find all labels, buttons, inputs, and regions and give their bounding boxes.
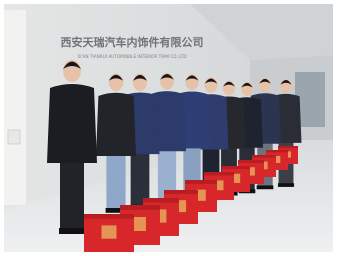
gift-box-top	[252, 155, 276, 158]
gift-box-top	[143, 198, 179, 203]
person-shoe	[59, 228, 85, 234]
gift-box-label	[102, 225, 117, 238]
sign-company-name: 西安天瑞汽车内饰件有限公司	[61, 35, 204, 49]
wall-switch	[8, 130, 20, 144]
pillar	[4, 10, 26, 205]
sign-english-name: XI'AN TIANRUI AUTOMOBILE INTERIOR TRIM C…	[77, 54, 186, 59]
gift-box-top	[204, 172, 234, 175]
gift-box-top	[164, 190, 198, 194]
person-shoe	[257, 185, 274, 189]
gift-box-top	[84, 214, 134, 219]
gift-box-top	[238, 160, 264, 163]
gift-box-top	[185, 180, 217, 184]
gift-box	[84, 214, 134, 252]
gift-box-top	[266, 150, 288, 152]
gift-box-label	[134, 217, 146, 231]
person-coat	[96, 93, 136, 156]
gift-box-top	[222, 166, 250, 169]
gift-box-top	[278, 146, 298, 148]
person-coat	[47, 84, 97, 163]
person-shoe	[278, 183, 294, 187]
gift-box-top	[120, 205, 160, 210]
photo: 西安天瑞汽车内饰件有限公司 XI'AN TIANRUI AUTOMOBILE I…	[0, 0, 337, 256]
